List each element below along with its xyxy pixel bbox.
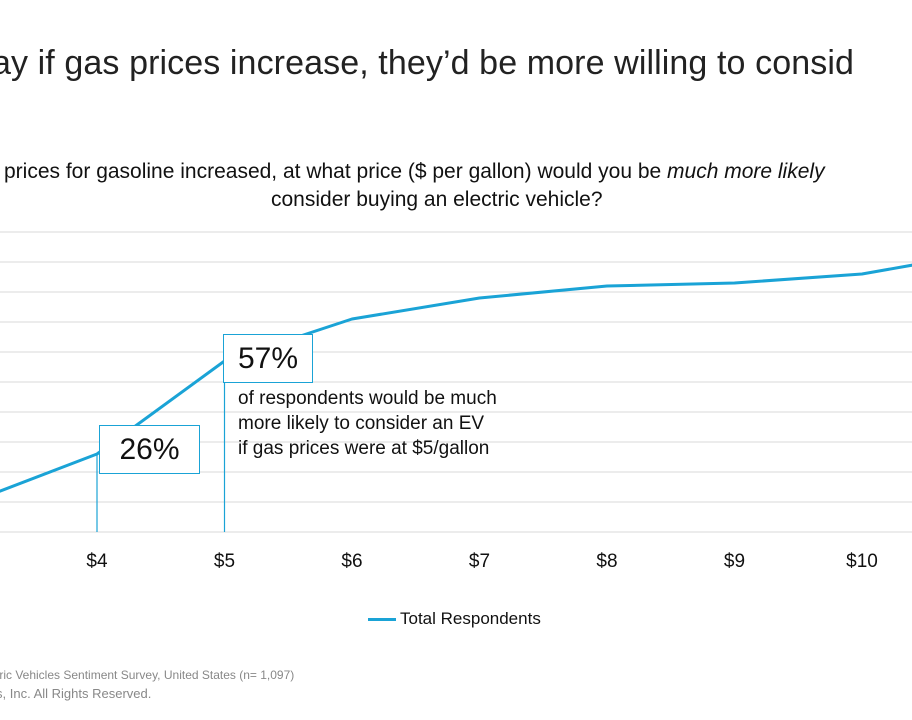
- x-tick-label: $4: [86, 551, 108, 572]
- x-tick-label: $10: [846, 551, 878, 572]
- x-tick-label: $6: [341, 551, 362, 572]
- source-note: tric Vehicles Sentiment Survey, United S…: [0, 668, 295, 682]
- callout-annotation: of respondents would be much more likely…: [238, 386, 497, 461]
- series-line-total-respondents: [0, 263, 912, 493]
- legend-label: Total Respondents: [400, 609, 541, 628]
- gridlines: [0, 231, 912, 533]
- callout-57-percent: 57%: [223, 334, 313, 383]
- annotation-line: of respondents would be much: [238, 388, 497, 409]
- annotation-line: if gas prices were at $5/gallon: [238, 438, 490, 459]
- x-axis-ticks: $4 $5 $6 $7 $8 $9 $10: [86, 551, 877, 572]
- annotation-line: more likely to consider an EV: [238, 413, 485, 434]
- x-tick-label: $9: [724, 551, 745, 572]
- series-layer: [0, 263, 912, 493]
- x-tick-label: $7: [469, 551, 490, 572]
- x-tick-label: $8: [596, 551, 617, 572]
- legend: Total Respondents: [368, 609, 541, 629]
- copyright-note: s, Inc. All Rights Reserved.: [0, 686, 152, 701]
- chart-title: ay if gas prices increase, they’d be mor…: [0, 44, 854, 82]
- question-line-2: consider buying an electric vehicle?: [271, 188, 603, 211]
- callout-26-percent: 26%: [99, 425, 200, 474]
- guide-lines: [96, 361, 226, 532]
- legend-swatch: [368, 617, 396, 621]
- question-text: prices for gasoline increased, at what p…: [4, 160, 668, 183]
- question-emphasis: much more likely: [667, 160, 825, 183]
- line-chart: $4 $5 $6 $7 $8 $9 $10: [0, 231, 912, 572]
- x-tick-label: $5: [214, 551, 235, 572]
- question-line-1: prices for gasoline increased, at what p…: [4, 158, 825, 186]
